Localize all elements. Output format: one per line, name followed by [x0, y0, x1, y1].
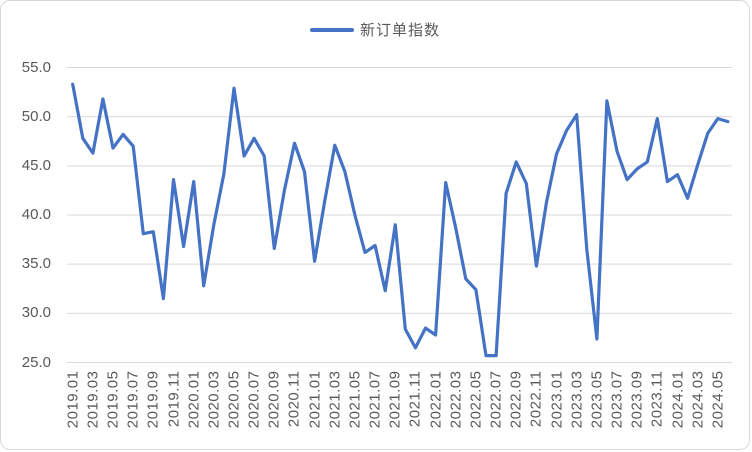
chart-legend: 新订单指数	[1, 19, 749, 40]
x-tick-label: 2024.03	[689, 370, 707, 429]
x-tick-label: 2020.05	[225, 370, 243, 429]
x-tick-label: 2023.11	[648, 370, 666, 428]
x-tick-label: 2023.09	[628, 370, 646, 429]
x-tick-label: 2022.11	[527, 370, 545, 428]
x-tick-label: 2022.01	[427, 370, 445, 429]
x-tick-label: 2021.11	[406, 370, 424, 428]
y-tick-label: 45.0	[21, 156, 51, 174]
y-tick-label: 55.0	[21, 58, 51, 76]
y-tick-label: 35.0	[21, 255, 51, 273]
x-tick-label: 2020.11	[285, 370, 303, 428]
x-tick-label: 2020.07	[245, 370, 263, 429]
x-tick-label: 2024.05	[709, 370, 727, 429]
x-tick-label: 2022.07	[487, 370, 505, 429]
x-tick-label: 2019.03	[84, 370, 102, 429]
x-tick-label: 2019.09	[144, 370, 162, 429]
x-tick-label: 2021.05	[346, 370, 364, 429]
x-tick-label: 2019.11	[165, 370, 182, 428]
x-tick-label: 2021.07	[366, 370, 384, 429]
x-tick-label: 2021.03	[326, 370, 344, 429]
x-tick-label: 2021.01	[306, 370, 324, 429]
y-tick-label: 40.0	[21, 206, 51, 223]
x-tick-label: 2023.05	[588, 370, 606, 429]
x-tick-label: 2019.05	[104, 370, 122, 429]
line-series	[71, 82, 730, 358]
x-tick-label: 2023.01	[548, 370, 566, 429]
x-tick-label: 2023.03	[568, 370, 586, 429]
y-tick-label: 30.0	[21, 304, 51, 322]
x-tick-label: 2021.09	[386, 370, 404, 429]
x-tick-label: 2019.01	[64, 370, 82, 429]
x-tick-label: 2020.01	[185, 370, 203, 429]
y-tick-label: 25.0	[21, 353, 51, 371]
x-tick-label: 2022.03	[447, 370, 465, 429]
legend-line-swatch	[309, 27, 354, 32]
x-tick-label: 2019.07	[124, 370, 142, 429]
x-tick-label: 2020.03	[205, 370, 223, 429]
x-tick-label: 2023.07	[608, 370, 626, 429]
x-tick-label: 2022.09	[507, 370, 525, 429]
x-tick-label: 2020.09	[265, 370, 283, 429]
y-tick-label: 50.0	[21, 107, 51, 125]
x-tick-label: 2022.05	[467, 370, 485, 429]
legend-label: 新订单指数	[359, 22, 440, 39]
x-tick-label: 2024.01	[669, 370, 686, 429]
